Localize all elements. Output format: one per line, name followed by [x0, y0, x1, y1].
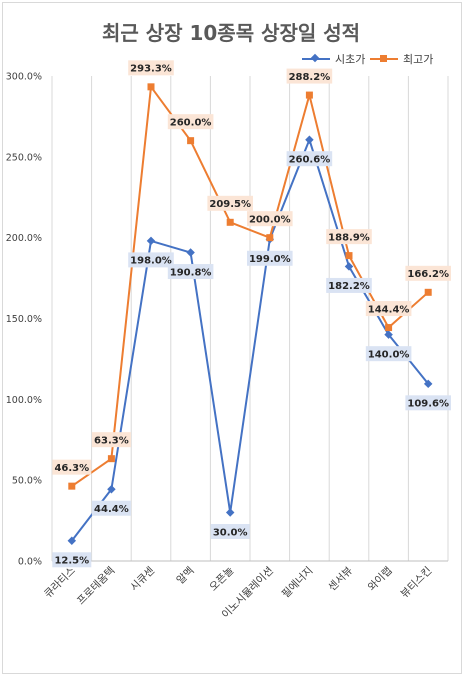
- data-point: [423, 379, 433, 389]
- data-label-open: 190.8%: [170, 267, 212, 278]
- legend-item-open: 시초가: [302, 53, 365, 66]
- legend-marker-open: [310, 53, 320, 63]
- data-label-open: 182.2%: [328, 281, 370, 292]
- data-label-open: 44.4%: [94, 504, 129, 515]
- y-tick-label: 0.0%: [18, 557, 42, 568]
- legend: 시초가 최고가: [302, 53, 433, 66]
- legend-item-high: 최고가: [370, 53, 433, 66]
- data-label-high-bg: [207, 195, 253, 211]
- data-label-high: 209.5%: [209, 199, 251, 210]
- data-label-open-bg: [405, 395, 451, 411]
- y-axis: 0.0% 50.0% 100.0% 150.0% 200.0% 250.0% 300.0%: [6, 72, 42, 568]
- x-tick-label: 알멕: [175, 565, 197, 587]
- data-point: [225, 508, 235, 517]
- data-label-open-bg: [128, 252, 174, 268]
- data-label-open-bg: [247, 250, 293, 266]
- data-label-high: 200.0%: [249, 214, 291, 225]
- data-label-high-bg: [247, 211, 293, 227]
- data-label-open: 30.0%: [213, 527, 248, 538]
- data-label-open-bg: [91, 500, 131, 516]
- data-point: [266, 234, 274, 242]
- x-tick-label: 큐라티스: [42, 564, 78, 600]
- x-tick-label: 뷰티스킨: [399, 565, 435, 601]
- data-label-open: 12.5%: [54, 556, 89, 567]
- data-labels: 12.5% 44.4% 198.0%190.8% 30.0% 199.0% 260.6% 1…: [52, 60, 451, 568]
- data-point: [107, 484, 116, 494]
- data-point: [187, 137, 195, 145]
- data-label-open-bg: [210, 524, 250, 539]
- data-point: [384, 330, 393, 339]
- data-label-open-bg: [286, 151, 333, 167]
- x-tick-label: 필에너지: [280, 565, 316, 601]
- data-point: [344, 262, 354, 271]
- data-label-open: 109.6%: [407, 399, 449, 410]
- data-label-open: 199.0%: [249, 254, 291, 265]
- series-line-0: [71, 138, 429, 542]
- data-label-high: 166.2%: [407, 269, 449, 280]
- legend-marker-high: [380, 55, 387, 62]
- data-point: [424, 288, 432, 296]
- data-label-open-bg: [167, 264, 214, 280]
- data-label-open: 140.0%: [368, 349, 410, 360]
- data-label-high-bg: [167, 114, 214, 130]
- chart-title: 최근 상장 10종목 상장일 성적: [102, 21, 360, 45]
- data-label-high: 188.9%: [328, 232, 370, 243]
- data-label-high-bg: [326, 229, 372, 245]
- y-tick-label: 50.0%: [12, 476, 42, 487]
- data-point: [147, 83, 155, 91]
- data-label-open: 260.6%: [289, 154, 331, 165]
- data-label-high: 46.3%: [54, 463, 89, 474]
- data-label-high-bg: [365, 301, 412, 317]
- data-label-high-bg: [128, 60, 174, 76]
- data-label-open-bg: [326, 277, 372, 293]
- data-point: [226, 218, 234, 226]
- data-point: [305, 91, 313, 99]
- data-label-high-bg: [52, 459, 92, 475]
- y-tick-label: 150.0%: [6, 314, 42, 325]
- data-point: [186, 248, 195, 257]
- data-label-high-bg: [405, 265, 451, 281]
- y-tick-label: 200.0%: [6, 233, 42, 244]
- data-point: [107, 455, 115, 463]
- category-grid: [51, 76, 449, 561]
- x-tick-label: 시큐센: [128, 565, 157, 594]
- x-tick-label: 와이랩: [366, 565, 395, 594]
- legend-label-open: 시초가: [335, 53, 365, 66]
- data-label-high: 260.0%: [170, 117, 212, 128]
- data-label-high: 293.3%: [130, 64, 172, 75]
- data-label-high: 144.4%: [368, 304, 410, 315]
- data-point: [68, 482, 76, 490]
- data-label-open-bg: [52, 552, 92, 568]
- data-label-open-bg: [365, 346, 412, 362]
- y-tick-label: 100.0%: [6, 395, 42, 406]
- data-point: [345, 252, 353, 260]
- data-label-high: 288.2%: [289, 72, 331, 83]
- data-point: [146, 236, 156, 246]
- y-tick-label: 300.0%: [6, 72, 42, 83]
- x-tick-label: 센서뷰: [326, 564, 355, 593]
- data-point: [305, 135, 314, 144]
- data-label-open: 198.0%: [130, 256, 172, 267]
- data-point: [385, 324, 393, 332]
- y-tick-label: 250.0%: [6, 152, 42, 163]
- x-tick-label: 프로테옴텍: [75, 565, 118, 608]
- data-label-high: 63.3%: [94, 435, 129, 446]
- legend-label-high: 최고가: [403, 53, 433, 66]
- data-label-high-bg: [286, 68, 333, 84]
- data-label-high-bg: [91, 432, 131, 448]
- x-tick-label: 오픈놀: [207, 564, 236, 593]
